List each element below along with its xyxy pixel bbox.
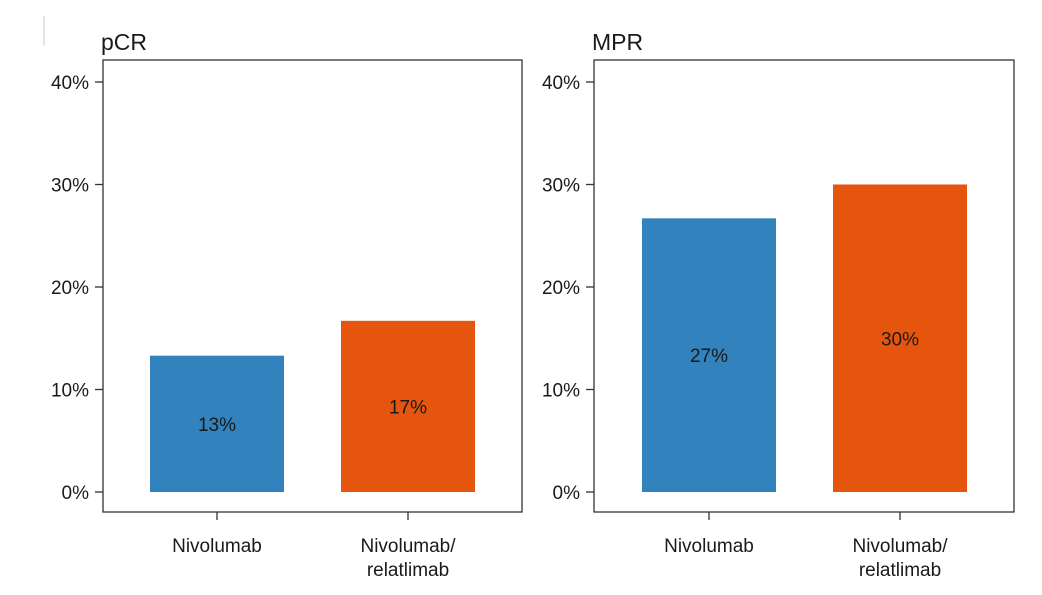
x-tick-label: Nivolumab (664, 536, 754, 557)
y-tick-label: 40% (51, 73, 89, 94)
bar-data-label: 17% (389, 397, 427, 418)
plot-frame (102, 59, 523, 513)
bar (642, 218, 776, 492)
x-tick-label-line: Nivolumab/ (360, 536, 456, 557)
bar (341, 320, 475, 492)
panel-1: MPR 0% 10% 20% 30% 40% 27% Nivolumab 30% Nivoluma… (542, 29, 1015, 581)
y-tick-label: 10% (51, 381, 89, 402)
x-tick-label-line: relatlimab (367, 560, 449, 581)
x-tick-label-line: Nivolumab (172, 536, 262, 557)
x-tick-label: Nivolumab/relatlimab (360, 536, 456, 581)
bar-data-label: 30% (881, 329, 919, 350)
x-tick-label: Nivolumab (172, 536, 262, 557)
x-tick-label: Nivolumab/relatlimab (852, 536, 948, 581)
y-tick-label: 0% (553, 483, 581, 504)
y-tick-label: 40% (542, 73, 580, 94)
bar (150, 355, 284, 492)
x-tick-label-line: relatlimab (859, 560, 941, 581)
bar (833, 184, 967, 492)
y-tick-label: 20% (51, 278, 89, 299)
x-tick-label-line: Nivolumab/ (852, 536, 948, 557)
panel-title: MPR (592, 29, 643, 55)
panel-0: pCR 0% 10% 20% 30% 40% 13% Nivolumab 17% Nivoluma… (51, 29, 523, 581)
y-tick-label: 20% (542, 278, 580, 299)
bar-data-label: 13% (198, 415, 236, 436)
bar-data-label: 27% (690, 346, 728, 367)
y-tick-label: 30% (542, 176, 580, 197)
y-tick-label: 30% (51, 176, 89, 197)
plot-frame (593, 59, 1015, 513)
x-tick-label-line: Nivolumab (664, 536, 754, 557)
y-tick-label: 10% (542, 381, 580, 402)
y-tick-label: 0% (62, 483, 90, 504)
panel-title: pCR (101, 29, 147, 55)
